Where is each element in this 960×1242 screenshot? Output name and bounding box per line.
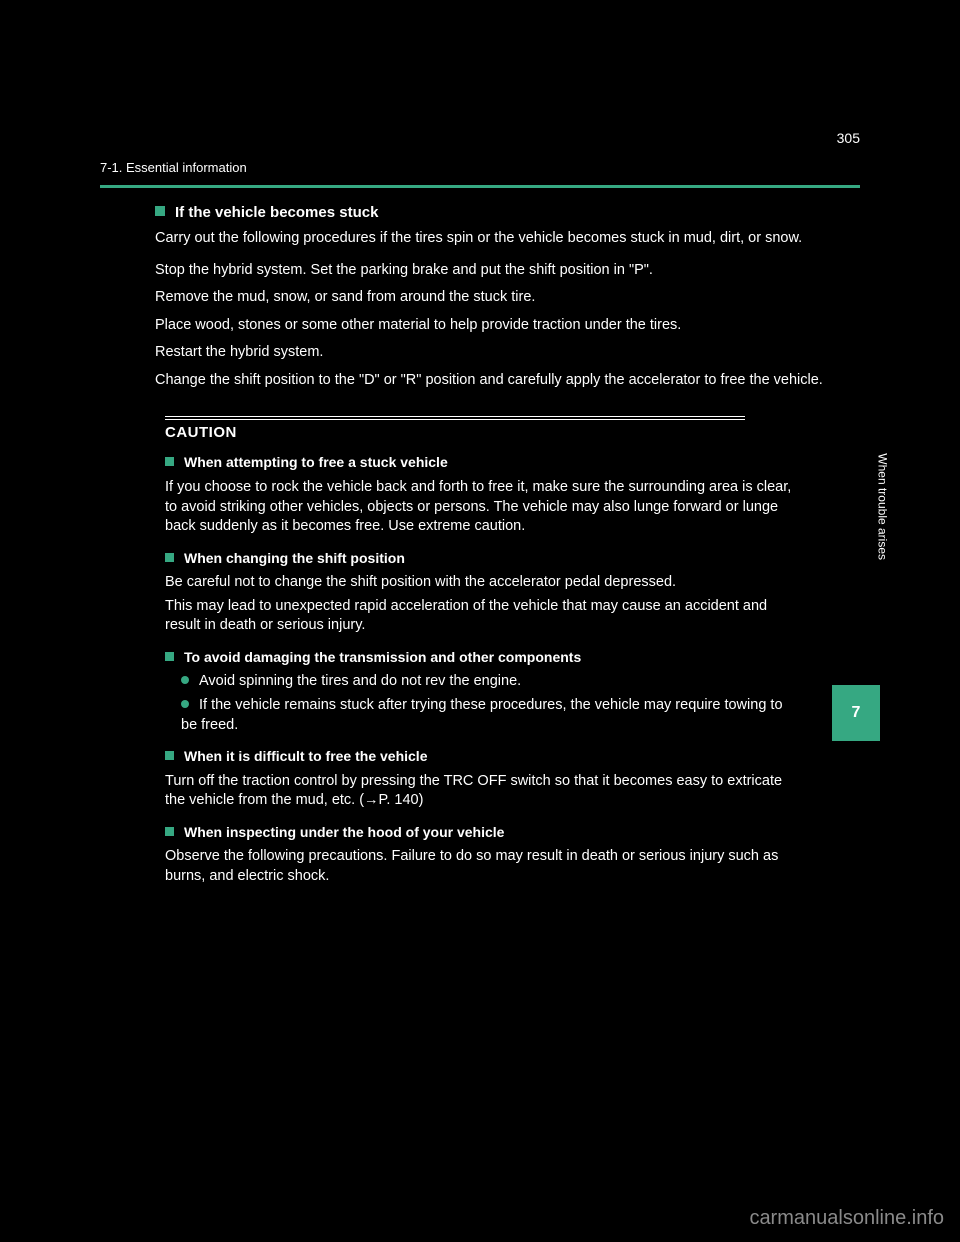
- square-bullet-icon: [165, 553, 174, 562]
- round-bullet-icon: [181, 676, 189, 684]
- caution-item: When changing the shift position Be care…: [165, 549, 800, 636]
- caution-body: Turn off the traction control by pressin…: [165, 772, 800, 811]
- manual-page: 305 7-1. Essential information If the ve…: [100, 130, 860, 887]
- section-title: If the vehicle becomes stuck: [155, 204, 860, 221]
- square-bullet-icon: [165, 457, 174, 466]
- header-rule: [100, 185, 860, 188]
- watermark: carmanualsonline.info: [749, 1207, 944, 1230]
- round-bullet-icon: [181, 700, 189, 708]
- step-paragraph: Place wood, stones or some other materia…: [155, 316, 860, 336]
- caution-item: When attempting to free a stuck vehicle …: [165, 453, 800, 536]
- caution-rule: [165, 419, 745, 420]
- step-paragraph: Change the shift position to the "D" or …: [155, 371, 860, 391]
- caution-sub-bullet: If the vehicle remains stuck after tryin…: [181, 696, 800, 735]
- step-paragraph: Remove the mud, snow, or sand from aroun…: [155, 288, 860, 308]
- caution-body: Be careful not to change the shift posit…: [165, 573, 800, 593]
- chapter-side-label: When trouble arises: [876, 453, 890, 560]
- caution-body: If you choose to rock the vehicle back a…: [165, 478, 800, 537]
- square-bullet-icon: [165, 827, 174, 836]
- caution-item: When it is difficult to free the vehicle…: [165, 747, 800, 811]
- intro-paragraph: Carry out the following procedures if th…: [155, 229, 860, 249]
- caution-body: Observe the following precautions. Failu…: [165, 847, 800, 886]
- caution-item: When inspecting under the hood of your v…: [165, 823, 800, 887]
- step-paragraph: Restart the hybrid system.: [155, 343, 860, 363]
- caution-sub-bullet: Avoid spinning the tires and do not rev …: [181, 672, 800, 692]
- main-content: If the vehicle becomes stuck Carry out t…: [155, 204, 860, 390]
- page-number: 305: [837, 130, 860, 146]
- chapter-tab: 7: [832, 685, 880, 741]
- header-breadcrumb: 7-1. Essential information: [100, 160, 860, 175]
- caution-rule: [165, 416, 745, 417]
- caution-body: This may lead to unexpected rapid accele…: [165, 597, 800, 636]
- step-paragraph: Stop the hybrid system. Set the parking …: [155, 261, 860, 281]
- square-bullet-icon: [155, 206, 165, 216]
- caution-item: To avoid damaging the transmission and o…: [165, 648, 800, 735]
- caution-label: CAUTION: [165, 424, 860, 441]
- square-bullet-icon: [165, 751, 174, 760]
- caution-content: When attempting to free a stuck vehicle …: [165, 453, 800, 886]
- square-bullet-icon: [165, 652, 174, 661]
